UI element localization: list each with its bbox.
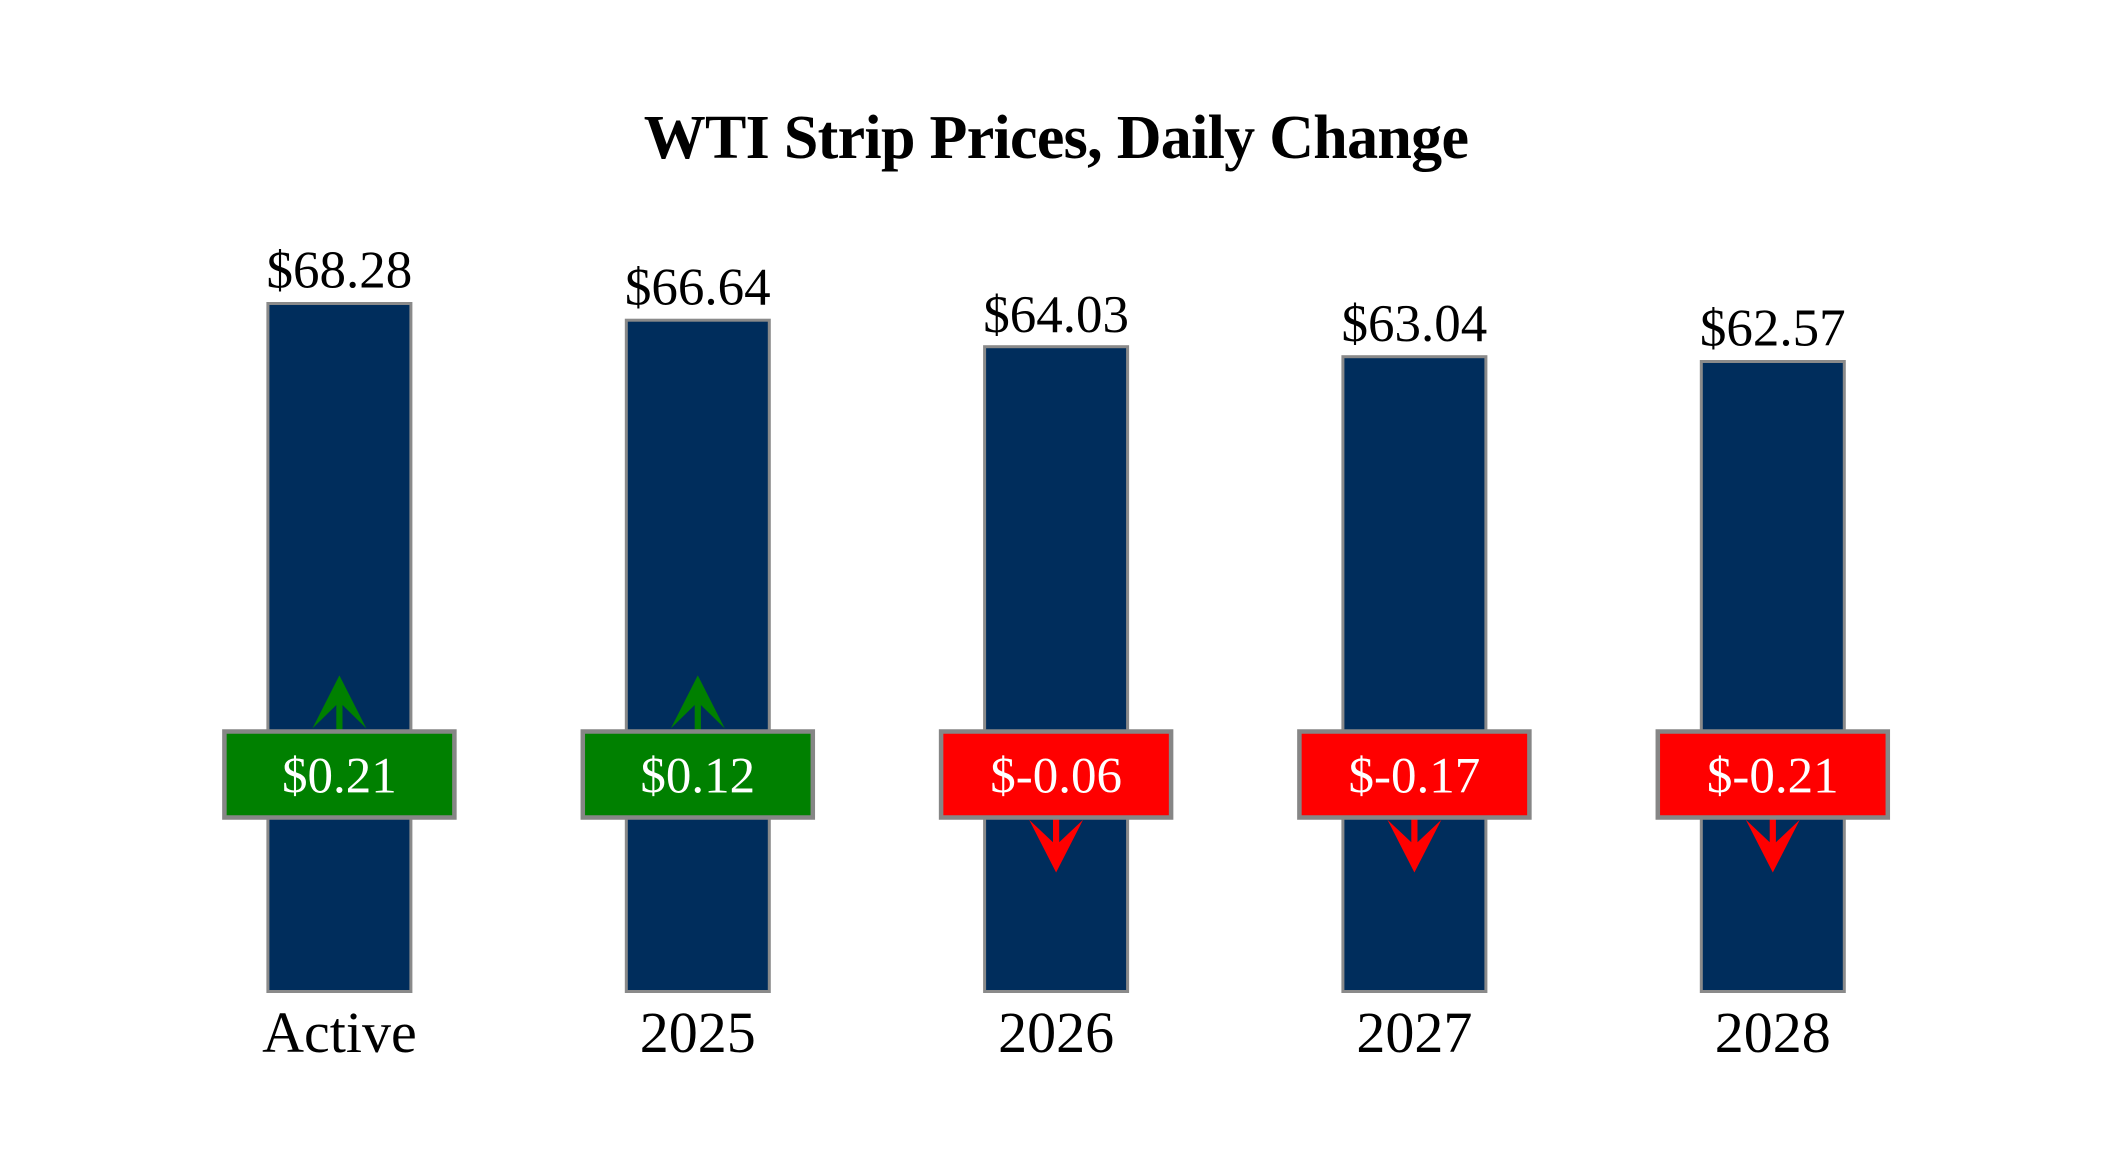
svg-text:$68.28: $68.28	[267, 242, 413, 300]
svg-text:$-0.06: $-0.06	[990, 748, 1122, 804]
svg-text:$-0.21: $-0.21	[1707, 748, 1839, 804]
svg-text:2027: 2027	[1356, 1000, 1472, 1065]
svg-text:$64.03: $64.03	[983, 286, 1129, 344]
svg-text:$62.57: $62.57	[1700, 300, 1846, 358]
svg-text:WTI Strip Prices, Daily Change: WTI Strip Prices, Daily Change	[644, 104, 1469, 172]
svg-text:$0.21: $0.21	[282, 748, 397, 804]
svg-text:2025: 2025	[640, 1000, 756, 1065]
svg-text:$0.12: $0.12	[640, 748, 755, 804]
svg-text:2026: 2026	[998, 1000, 1114, 1065]
svg-text:2028: 2028	[1715, 1000, 1831, 1065]
svg-text:$66.64: $66.64	[625, 258, 771, 316]
svg-text:$-0.17: $-0.17	[1349, 748, 1481, 804]
svg-text:Active: Active	[262, 1000, 417, 1065]
svg-text:$63.04: $63.04	[1342, 295, 1488, 353]
